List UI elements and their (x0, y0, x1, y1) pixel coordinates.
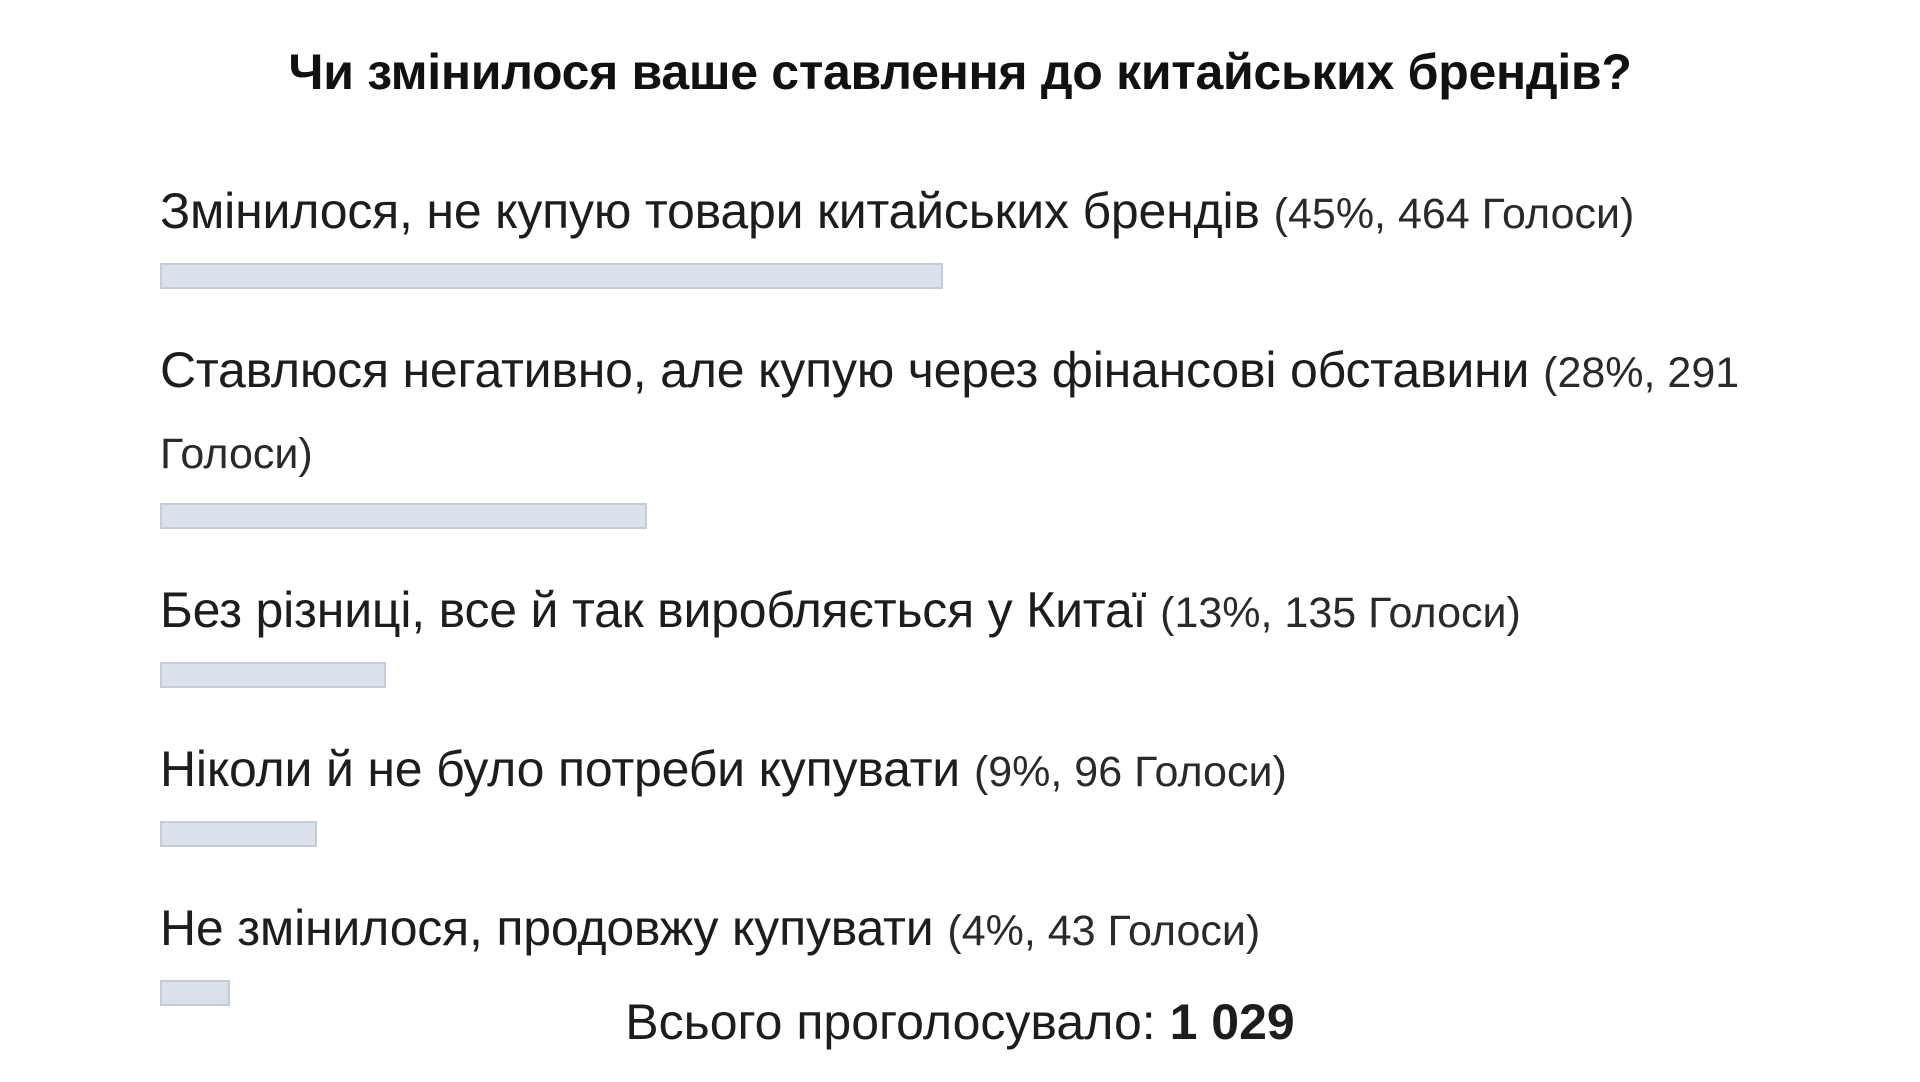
poll-option: Ніколи й не було потреби купувати (9%, 9… (160, 730, 1860, 851)
bar-track (160, 980, 1860, 1010)
result-bar (160, 821, 317, 847)
poll-option: Без різниці, все й так виробляється у Ки… (160, 571, 1860, 692)
poll-options: Змінилося, не купую товари китайських бр… (160, 172, 1860, 1010)
poll-title: Чи змінилося ваше ставлення до китайськи… (288, 44, 1632, 100)
option-label: Змінилося, не купую товари китайських бр… (160, 183, 1260, 239)
option-text: Ставлюся негативно, але купую через фіна… (160, 331, 1860, 493)
bar-track (160, 662, 1860, 692)
total-label: Всього проголосувало: (625, 994, 1156, 1050)
result-bar (160, 980, 230, 1006)
option-label: Не змінилося, продовжу купувати (160, 900, 934, 956)
option-text: Без різниці, все й так виробляється у Ки… (160, 571, 1860, 652)
total-value: 1 029 (1169, 994, 1295, 1050)
result-bar (160, 503, 647, 529)
bar-track (160, 503, 1860, 533)
bar-track (160, 263, 1860, 293)
option-stats: (4%, 43 Голоси) (947, 907, 1261, 955)
option-stats: (45%, 464 Голоси) (1273, 190, 1635, 238)
option-label: Ставлюся негативно, але купую через фіна… (160, 342, 1530, 398)
result-bar (160, 263, 943, 289)
option-text: Змінилося, не купую товари китайських бр… (160, 172, 1860, 253)
total-votes: Всього проголосувало: 1 029 (0, 992, 1920, 1052)
poll-option: Ставлюся негативно, але купую через фіна… (160, 331, 1860, 533)
bar-track (160, 821, 1860, 851)
poll-option: Не змінилося, продовжу купувати (4%, 43 … (160, 889, 1860, 1010)
option-stats: (13%, 135 Голоси) (1160, 589, 1521, 637)
option-label: Без різниці, все й так виробляється у Ки… (160, 582, 1147, 638)
option-text: Ніколи й не було потреби купувати (9%, 9… (160, 730, 1860, 811)
poll-option: Змінилося, не купую товари китайських бр… (160, 172, 1860, 293)
option-stats: (9%, 96 Голоси) (973, 748, 1287, 796)
result-bar (160, 662, 386, 688)
option-text: Не змінилося, продовжу купувати (4%, 43 … (160, 889, 1860, 970)
option-label: Ніколи й не було потреби купувати (160, 741, 961, 797)
option-stats: (28%, 291 Голоси) (160, 349, 1740, 478)
